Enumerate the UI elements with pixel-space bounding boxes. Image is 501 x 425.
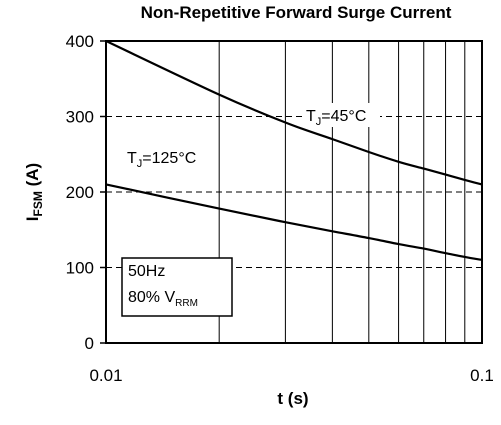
condition-voltage-pre: 80% V [128,289,175,306]
series-label-125c-sub: J [137,158,143,170]
series-label-45c: TJ=45°C [306,108,366,128]
condition-voltage-sub: RRM [175,298,198,309]
condition-voltage: 80% VRRM [128,289,198,309]
series-label-45c-pre: T [306,108,316,125]
condition-box [121,257,233,317]
y-tick-label: 400 [66,32,94,51]
y-axis-label-rest: (A) [23,163,42,191]
y-tick-label: 300 [66,108,94,127]
y-tick-label: 0 [85,334,94,353]
series-label-45c-post: =45°C [321,108,366,125]
chart-title: Non-Repetitive Forward Surge Current [141,3,452,22]
curves [105,40,483,261]
grid [106,41,482,343]
y-tick-label: 100 [66,259,94,278]
series-line-45c [105,40,483,186]
y-axis-label-sub: FSM [31,191,45,216]
series-label-45c-sub: J [316,116,322,128]
series-label-125c-post: =125°C [142,150,196,167]
x-tick-label: 0.1 [470,366,494,385]
y-axis-label: IFSM (A) [23,163,45,221]
y-tick-labels: 0 100 200 300 400 [66,32,106,353]
series-label-125c-pre: T [127,150,137,167]
series-label-125c: TJ=125°C [127,150,196,170]
series-label-bg-45c [302,103,380,127]
x-tick-label: 0.01 [89,366,122,385]
y-axis-label-main: I [23,216,42,221]
condition-frequency: 50Hz [128,263,165,280]
series-line-125c [105,183,483,261]
x-tick-labels: 0.01 0.1 [89,366,493,385]
y-tick-label: 200 [66,183,94,202]
x-axis-label: t (s) [277,389,308,408]
